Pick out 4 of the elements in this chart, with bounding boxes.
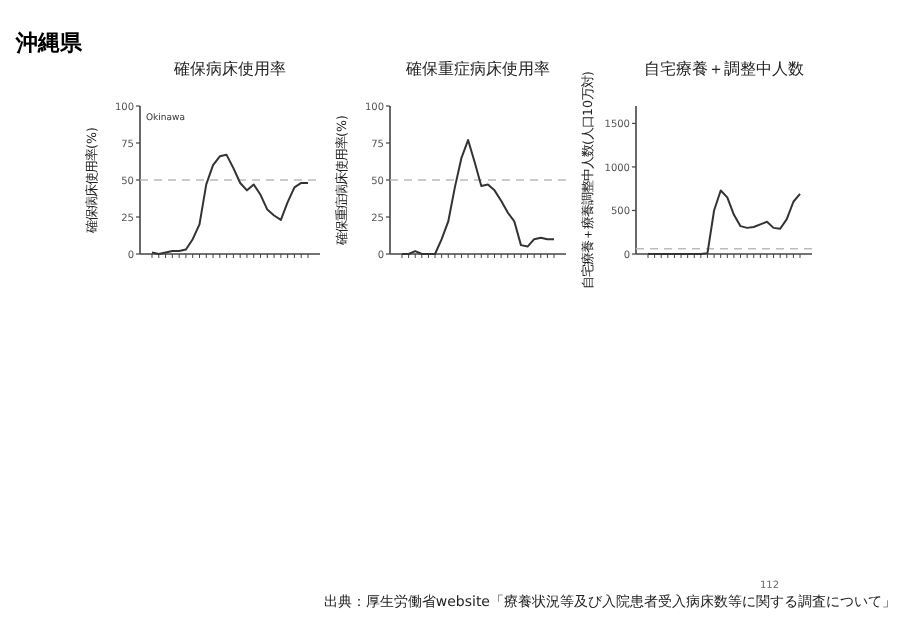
chart-title: 確保重症病床使用率: [404, 60, 550, 78]
chart-title: 自宅療養＋調整中人数: [644, 60, 804, 78]
text: 沖縄県: [14, 30, 84, 56]
chart-title: 確保病床使用率: [172, 60, 286, 78]
